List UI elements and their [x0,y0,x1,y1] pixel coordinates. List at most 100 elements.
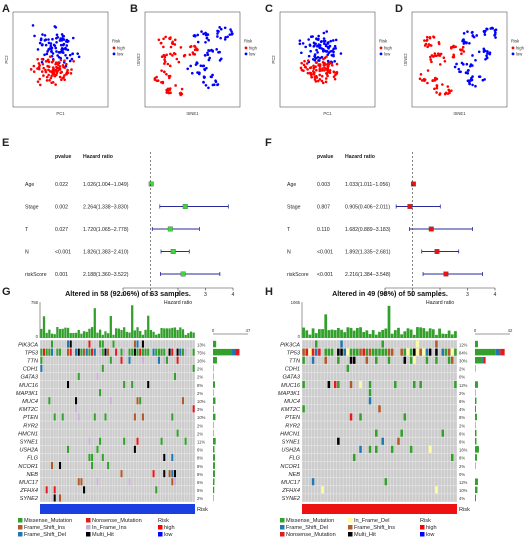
scatter-point [68,59,72,63]
top-bar [66,327,70,338]
scatter-point [437,53,441,57]
forest-plot-right: pvalue Hazard ratio Age 0.003 1.033(1.011−1.… [287,152,497,306]
side-bar [213,470,215,477]
legend-swatch [18,525,23,530]
scatter-point [310,75,313,79]
top-bar [428,328,432,338]
scatter-point [58,39,62,42]
mutation-cell [447,356,451,364]
scatter-point [494,36,497,39]
risk-bar-label: Risk [459,507,470,513]
scatter-point [493,33,496,37]
hazard-marker [170,249,176,254]
risk-legend-swatch [420,525,425,530]
gene-label: NCOR1 [280,464,300,470]
mutation-cell [176,356,179,364]
gene-label: HMCN1 [280,431,300,437]
mutation-cell [80,478,83,486]
gene-label: PIK3CA [18,342,38,348]
scatter-point [335,71,339,74]
scatter-point [60,50,64,53]
scatter-point [44,60,48,63]
legend-dot-low [379,52,383,56]
scatter-point [474,84,477,88]
mutation-cell [393,381,397,389]
scatter-point [188,53,192,56]
row-hazard-ratio: 2.264(1.338−3.830) [83,205,129,211]
side-bar [475,494,476,502]
top-axis-zero: 0 [36,334,39,339]
scatter-point [426,69,430,72]
mutation-cell [324,356,328,364]
mutation-cell [120,470,123,478]
top-bar [139,331,142,338]
scatter-point [69,72,73,75]
mutation-cell [99,437,102,445]
x-tick-label: 3 [204,292,207,298]
mutation-cell [371,348,375,356]
top-bar [425,331,429,338]
scatter-point [196,71,199,74]
scatter-point [216,35,219,38]
gene-label: NEB [26,472,38,478]
scatter-point [223,26,227,30]
scatter-point [204,41,207,44]
legend-label-high: high [384,45,393,50]
gene-label: KMT2C [281,407,301,413]
x-tick-label: 1 [149,292,152,298]
top-bar [374,334,378,338]
scatter-point [308,43,312,47]
scatter-point [50,46,54,50]
mutation-cell [131,348,134,356]
mutation-cell [308,348,312,356]
mutation-cell [352,453,356,461]
mutation-cell [136,340,139,348]
gene-percent: 16% [459,448,468,453]
gene-percent: 10% [197,415,206,420]
scatter-point [315,44,319,48]
scatter-point [324,50,328,53]
mutation-cell [346,364,350,372]
mutation-cell [101,348,104,356]
mutation-cell [139,397,142,405]
mutation-cell [387,356,391,364]
mutation-cell [58,348,62,356]
mutation-cell [74,397,78,405]
mutation-cell [171,470,174,478]
scatter-point [63,59,66,63]
scatter-point [57,61,60,64]
scatter-point [452,54,456,58]
risk-legend-label: low [426,532,435,538]
mutation-cell [403,356,407,364]
row-pvalue: 0.807 [317,205,330,211]
scatter-point [54,46,58,50]
scatter-point [207,86,210,90]
scatter-point [39,83,42,87]
mutation-cell [441,348,445,356]
mutation-cell [435,340,438,348]
top-bar [340,329,343,338]
top-bar [362,332,366,338]
legend-dot-low [511,52,515,56]
gene-percent: 2% [197,367,203,372]
panel-label-b: B [130,3,138,15]
mutation-cell [50,348,54,356]
scatter-point [320,79,324,83]
mutation-cell [368,389,372,397]
mutation-cell [163,470,166,478]
top-bar [336,327,340,338]
scatter-point [449,46,453,50]
top-bar [58,328,62,338]
mutation-cell [99,348,102,356]
scatter-point [461,45,465,49]
scatter-point [433,79,437,82]
top-bar [90,327,94,338]
top-bar [101,334,104,338]
gene-percent: 0% [459,472,465,477]
scatter-point [55,41,58,44]
mutation-cell [88,348,91,356]
scatter-point [323,63,327,66]
gene-percent: 4% [459,407,465,412]
scatter-point [163,58,166,61]
mutation-cell [136,437,139,445]
